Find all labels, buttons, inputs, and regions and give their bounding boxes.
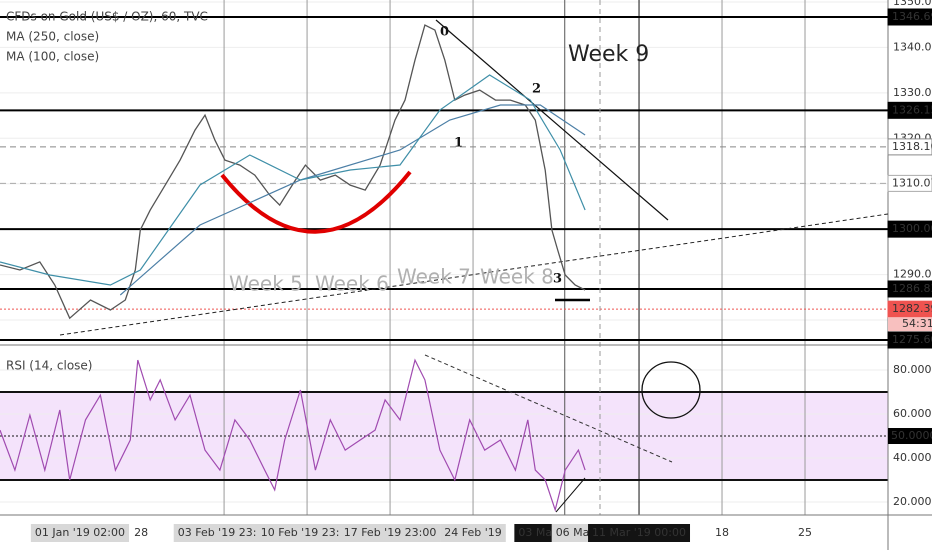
cup-curve: [220, 170, 412, 234]
rsi-tick-label: 80.0000: [893, 363, 932, 376]
point-label: 3: [553, 272, 562, 287]
x-tick-box: [256, 524, 358, 542]
rsi-dashed-trend: [424, 354, 673, 463]
x-tick-label: 03 Feb '19 23:00: [178, 526, 271, 539]
y-tick-label: 1340.00: [893, 40, 932, 53]
level-box: [887, 101, 932, 119]
x-tick-label: 25: [798, 526, 812, 539]
x-tick-box: [339, 524, 441, 542]
y-tick-label: 1290.00: [893, 268, 932, 281]
point-label: 1: [454, 136, 463, 151]
x-tick-label: 28: [134, 526, 148, 539]
level-label: 1275.60: [892, 333, 932, 346]
level-box: [887, 138, 932, 156]
level-box: [887, 174, 932, 192]
y-tick-label: 1330.00: [893, 86, 932, 99]
week-label: Week 7: [397, 265, 471, 289]
countdown-box: [888, 317, 932, 332]
rsi-trend: [555, 477, 586, 513]
level-label: 1300.00: [892, 222, 932, 235]
point-label: 0: [440, 25, 449, 40]
rsi-tick-label: 60.0000: [893, 407, 932, 420]
x-tick-label: 11 Mar '19 00:00: [592, 526, 686, 539]
x-tick-box: [173, 524, 275, 542]
x-tick-box: [440, 524, 506, 542]
x-tick-box: [30, 524, 130, 542]
circle-mark: [641, 361, 701, 419]
legend-title: CFDs on Gold (US$ / OZ), 60, TVC: [6, 10, 208, 24]
level-box: [888, 428, 932, 445]
countdown: 54:31: [902, 317, 932, 330]
legend-rsi: RSI (14, close): [6, 359, 92, 373]
rsi-line: [0, 358, 586, 513]
x-tick-label: 24 Feb '19: [444, 526, 502, 539]
level-label: 1282.39: [892, 302, 932, 315]
week-label: Week 6: [315, 272, 389, 296]
x-tick-label: 01 Jan '19 02:00: [35, 526, 125, 539]
level-box: [887, 8, 932, 26]
y-tick-label: 1350.00: [893, 0, 932, 8]
week-label: Week 5: [229, 272, 303, 296]
legend-ma100: MA (100, close): [6, 50, 99, 64]
legend-ma250: MA (250, close): [6, 30, 99, 44]
level-label: 1310.07: [892, 176, 932, 189]
level-box: [887, 220, 932, 238]
x-tick-label: 18: [715, 526, 729, 539]
level-label: 1346.69: [892, 10, 932, 23]
level-box: [887, 280, 932, 298]
x-tick-box: [588, 524, 691, 542]
point-label: 2: [532, 82, 541, 97]
week-label: Week 8: [480, 265, 554, 289]
rsi-tick-label: 40.0000: [893, 451, 932, 464]
price-line: [0, 24, 586, 320]
level-label: 1326.15: [892, 103, 932, 116]
week-label: Week 9: [568, 42, 649, 67]
level-box: [887, 331, 932, 349]
moving-average: [0, 74, 586, 286]
rsi-level-label: 50.0000: [891, 429, 932, 442]
rsi-tick-label: 20.0000: [893, 495, 932, 508]
level-label: 1286.83: [892, 282, 932, 295]
level-label: 1318.10: [892, 140, 932, 153]
trend-line: [435, 19, 669, 221]
x-tick-label: 10 Feb '19 23:00: [261, 526, 354, 539]
x-tick-label: 17 Feb '19 23:00: [344, 526, 437, 539]
